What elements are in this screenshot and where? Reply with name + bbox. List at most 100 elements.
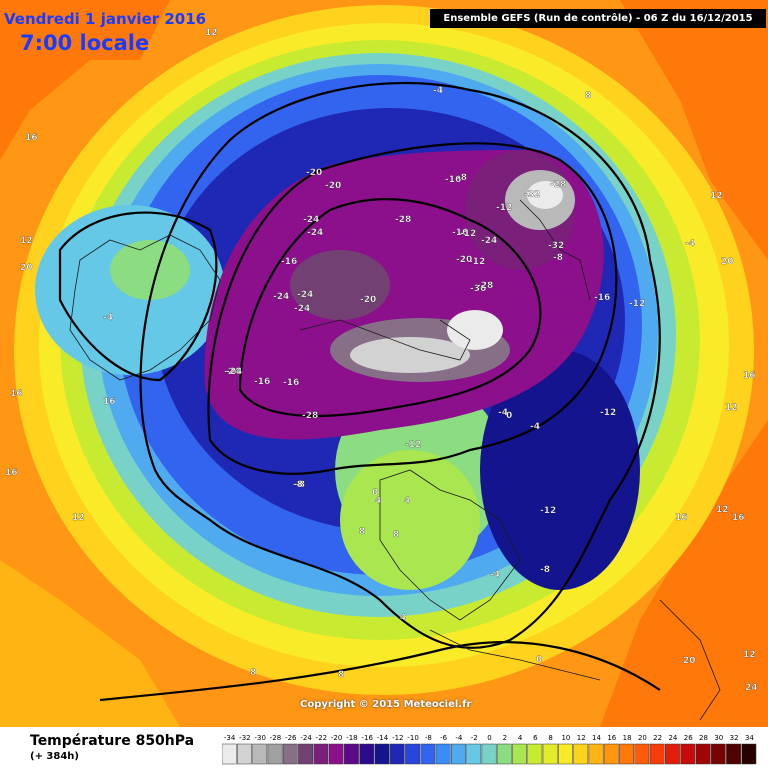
scale-swatch bbox=[695, 743, 711, 765]
scale-tick-label: 26 bbox=[684, 734, 693, 742]
contour-label: -24 bbox=[294, 304, 310, 314]
scale-tick-label: -34 bbox=[224, 734, 236, 742]
scale-swatch bbox=[496, 743, 512, 765]
contour-label: -20 bbox=[325, 181, 341, 191]
contour-label: 20 bbox=[20, 263, 33, 273]
scale-tick-label: 30 bbox=[714, 734, 723, 742]
scale-tick-label: 0 bbox=[487, 734, 491, 742]
contour-label: -12 bbox=[629, 299, 645, 309]
scale-tick-label: -30 bbox=[254, 734, 265, 742]
scale-swatch bbox=[603, 743, 619, 765]
contour-label: -16 bbox=[452, 228, 468, 238]
contour-label: 0 bbox=[372, 488, 378, 498]
contour-label: -12 bbox=[600, 408, 616, 418]
contour-label: -16 bbox=[283, 378, 299, 388]
contour-label: 8 bbox=[585, 91, 591, 101]
temperature-field bbox=[0, 0, 768, 727]
contour-label: 12 bbox=[716, 505, 729, 515]
contour-label: 12 bbox=[725, 403, 738, 413]
contour-label: -4 bbox=[433, 86, 443, 96]
scale-swatch bbox=[222, 743, 237, 765]
contour-label: 8 bbox=[338, 670, 344, 680]
scale-tick-label: -10 bbox=[407, 734, 418, 742]
scale-swatch bbox=[512, 743, 527, 765]
contour-label: -16 bbox=[445, 175, 461, 185]
scale-swatch bbox=[267, 743, 283, 765]
scale-tick-label: -22 bbox=[316, 734, 327, 742]
contour-label: 16 bbox=[25, 133, 38, 143]
contour-label: 16 bbox=[5, 468, 18, 478]
contour-label: -8 bbox=[553, 253, 563, 263]
scale-swatch bbox=[420, 743, 436, 765]
temperature-map: 128-416-16-8-20-20-24 -28-24-28-32-32-36-… bbox=[0, 0, 768, 727]
scale-swatch bbox=[542, 743, 558, 765]
contour-label: -24 bbox=[297, 290, 313, 300]
contour-label: -24 bbox=[273, 292, 289, 302]
scale-tick-label: -24 bbox=[300, 734, 312, 742]
scale-swatch bbox=[282, 743, 298, 765]
scale-swatch bbox=[328, 743, 344, 765]
scale-swatch bbox=[435, 743, 451, 765]
contour-label: -24 bbox=[481, 236, 497, 246]
contour-label: -12 bbox=[469, 257, 485, 267]
scale-swatch bbox=[573, 743, 589, 765]
contour-label: -8 bbox=[295, 480, 305, 490]
contour-label: -24 bbox=[226, 367, 242, 377]
scale-swatch bbox=[680, 743, 696, 765]
scale-tick-label: -32 bbox=[239, 734, 250, 742]
scale-tick-label: 12 bbox=[577, 734, 586, 742]
contour-label: -36 bbox=[470, 284, 486, 294]
scale-tick-label: 4 bbox=[518, 734, 523, 742]
scale-swatch bbox=[588, 743, 604, 765]
contour-label: 4 bbox=[404, 496, 410, 506]
contour-label: -28 bbox=[302, 411, 318, 421]
contour-label: -12 bbox=[496, 203, 512, 213]
contour-label: -4 bbox=[103, 313, 113, 323]
scale-tick-label: 32 bbox=[730, 734, 739, 742]
contour-label: 20 bbox=[721, 257, 734, 267]
scale-swatch bbox=[405, 743, 420, 765]
scale-swatch bbox=[741, 743, 757, 765]
scale-tick-label: -6 bbox=[440, 734, 448, 742]
forecast-time: 7:00 locale bbox=[20, 31, 150, 55]
scale-tick-label: -8 bbox=[425, 734, 432, 742]
contour-label: 12 bbox=[710, 191, 723, 201]
contour-label: -16 bbox=[594, 293, 610, 303]
contour-label: 4 bbox=[375, 496, 381, 506]
scale-tick-label: 34 bbox=[745, 734, 754, 742]
contour-label: 24 bbox=[745, 683, 758, 693]
contour-label: -8 bbox=[457, 173, 467, 183]
scale-tick-label: -16 bbox=[361, 734, 373, 742]
scale-swatch bbox=[389, 743, 405, 765]
scale-tick-label: -20 bbox=[331, 734, 342, 742]
scale-tick-label: -14 bbox=[377, 734, 389, 742]
scale-swatch bbox=[359, 743, 375, 765]
scale-tick-label: 8 bbox=[548, 734, 552, 742]
contour-label: 8 bbox=[250, 668, 256, 678]
scale-swatch bbox=[710, 743, 726, 765]
contour-label: -4 bbox=[490, 570, 500, 580]
scale-swatch bbox=[527, 743, 543, 765]
contour-label: 16 bbox=[10, 389, 23, 399]
scale-swatch bbox=[634, 743, 650, 765]
contour-label: -28 bbox=[395, 215, 411, 225]
scale-swatch bbox=[252, 743, 268, 765]
scale-swatch bbox=[649, 743, 665, 765]
scale-swatch bbox=[619, 743, 634, 765]
scale-tick-label: 10 bbox=[561, 734, 570, 742]
contour-label: -24 bbox=[303, 215, 319, 225]
scale-swatch bbox=[451, 743, 466, 765]
legend-title: Température 850hPa bbox=[30, 733, 195, 749]
scale-tick-label: 28 bbox=[699, 734, 708, 742]
contour-label: -12 bbox=[540, 506, 556, 516]
color-scale: -34 -32 -30 -28 -26 -24 -22 -20 -18 -16 -14 -12 -10-… bbox=[222, 734, 757, 765]
scale-tick-label: 20 bbox=[638, 734, 647, 742]
scale-tick-label: 18 bbox=[623, 734, 632, 742]
contour-label: -8 bbox=[540, 565, 550, 575]
scale-tick-label: -18 bbox=[346, 734, 357, 742]
contour-label: 8 bbox=[393, 530, 399, 540]
model-run-info: Ensemble GEFS (Run de contrôle) - 06 Z d… bbox=[430, 9, 766, 28]
scale-swatch bbox=[344, 743, 359, 765]
contour-label: 0 bbox=[506, 411, 512, 421]
